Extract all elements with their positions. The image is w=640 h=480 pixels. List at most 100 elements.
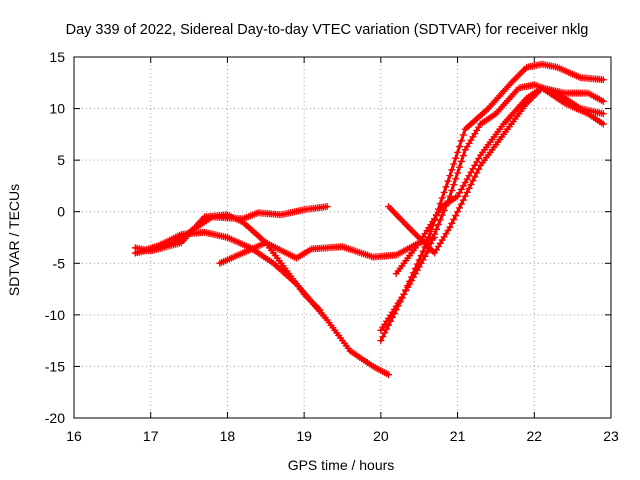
data-point xyxy=(419,247,427,255)
x-axis-label: GPS time / hours xyxy=(288,457,395,473)
data-point xyxy=(415,256,423,264)
data-point xyxy=(452,175,460,183)
data-point xyxy=(323,203,331,211)
y-tick-label: -10 xyxy=(45,307,65,323)
x-tick-label: 22 xyxy=(526,428,542,444)
plot-frame xyxy=(73,56,612,419)
data-point xyxy=(599,97,607,105)
data-point xyxy=(599,120,607,128)
data-point xyxy=(388,313,396,321)
data-point xyxy=(438,194,446,202)
data-point xyxy=(459,131,467,139)
series-track-8 xyxy=(392,84,607,278)
x-tick-label: 19 xyxy=(296,428,312,444)
data-point xyxy=(390,310,398,318)
x-tick-label: 23 xyxy=(603,428,619,444)
grid-layer xyxy=(74,57,611,418)
data-point xyxy=(404,282,412,290)
data-point xyxy=(408,273,416,281)
data-point xyxy=(385,371,393,379)
data-point xyxy=(461,192,469,200)
data-point xyxy=(386,317,394,325)
data-point xyxy=(385,321,393,329)
data-point xyxy=(454,208,462,216)
data-point xyxy=(406,277,414,285)
data-point xyxy=(392,306,400,314)
data-point xyxy=(398,294,406,302)
data-point xyxy=(421,243,429,251)
y-tick-label: 5 xyxy=(57,152,65,168)
data-point xyxy=(413,260,421,268)
data-point xyxy=(427,227,435,235)
series-layer xyxy=(131,60,607,379)
axes-layer xyxy=(73,56,612,419)
x-tick-label: 17 xyxy=(143,428,159,444)
data-point xyxy=(467,181,475,189)
data-point xyxy=(409,269,417,277)
data-point xyxy=(432,225,440,233)
data-point xyxy=(446,172,454,180)
data-point xyxy=(473,169,481,177)
data-point xyxy=(427,240,435,248)
y-axis-label: SDTVAR / TECUs xyxy=(6,184,22,296)
x-tick-label: 20 xyxy=(373,428,389,444)
data-point xyxy=(423,239,431,247)
data-point xyxy=(442,183,450,191)
data-point xyxy=(446,223,454,231)
data-point xyxy=(455,163,463,171)
data-point xyxy=(425,244,433,252)
data-point xyxy=(457,200,465,208)
y-tick-label: 10 xyxy=(49,101,65,117)
x-tick-label: 16 xyxy=(66,428,82,444)
data-point xyxy=(411,264,419,272)
series-track-3 xyxy=(131,228,393,379)
data-point xyxy=(381,329,389,337)
data-point xyxy=(454,169,462,177)
x-tick-label: 18 xyxy=(220,428,236,444)
data-point xyxy=(402,286,410,294)
data-point xyxy=(454,148,462,156)
data-point xyxy=(423,249,431,257)
data-point xyxy=(455,204,463,212)
y-tick-label: -20 xyxy=(45,410,65,426)
data-point xyxy=(452,212,460,220)
data-point xyxy=(383,325,391,333)
y-tick-label: -15 xyxy=(45,358,65,374)
data-point xyxy=(457,157,465,165)
x-tick-label: 21 xyxy=(450,428,466,444)
data-point xyxy=(448,186,456,194)
data-point xyxy=(463,188,471,196)
data-point xyxy=(459,152,467,160)
chart-title: Day 339 of 2022, Sidereal Day-to-day VTE… xyxy=(66,22,589,38)
data-point xyxy=(450,160,458,168)
data-point xyxy=(457,137,465,145)
data-point xyxy=(379,333,387,341)
data-point xyxy=(450,181,458,189)
data-point xyxy=(400,290,408,298)
data-point xyxy=(450,215,458,223)
data-point xyxy=(434,221,442,229)
data-point xyxy=(377,337,385,345)
data-point xyxy=(431,230,439,238)
data-point xyxy=(417,252,425,260)
data-point xyxy=(459,196,467,204)
data-point xyxy=(465,185,473,193)
data-point xyxy=(471,173,479,181)
data-point xyxy=(448,166,456,174)
data-point xyxy=(599,76,607,84)
data-point xyxy=(394,302,402,310)
data-point xyxy=(599,110,607,118)
data-point xyxy=(444,177,452,185)
data-point xyxy=(448,219,456,227)
data-point xyxy=(429,235,437,243)
series-track-7 xyxy=(377,60,607,345)
data-point xyxy=(396,298,404,306)
data-point xyxy=(469,177,477,185)
data-point xyxy=(455,143,463,151)
y-tick-label: 0 xyxy=(57,204,65,220)
y-tick-label: -5 xyxy=(53,255,66,271)
y-tick-label: 15 xyxy=(49,49,65,65)
data-point xyxy=(452,154,460,162)
